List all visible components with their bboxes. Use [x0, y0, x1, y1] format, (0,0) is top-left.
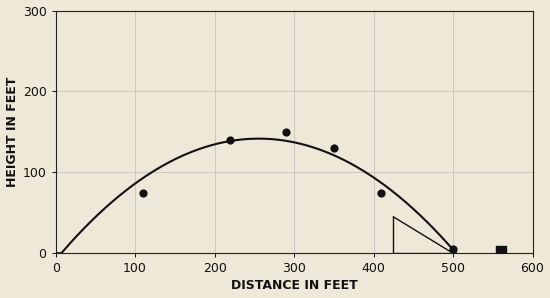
Point: [282, 130, 290, 134]
Point: [449, 247, 458, 252]
Y-axis label: HEIGHT IN FEET: HEIGHT IN FEET: [6, 77, 19, 187]
Point: [377, 190, 386, 195]
Point: [329, 146, 338, 150]
Point: [496, 249, 505, 253]
Point: [226, 138, 235, 142]
X-axis label: DISTANCE IN FEET: DISTANCE IN FEET: [230, 280, 358, 292]
Point: [139, 190, 147, 195]
